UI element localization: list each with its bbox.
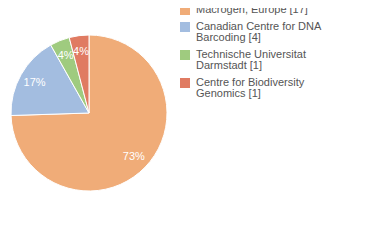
html-text:Technische Universitat Darmsta: Technische Universitat Darmstadt [1] <box>196 48 307 71</box>
html-text:Centre for Biodiversity Genomi: Centre for Biodiversity Genomics [1] <box>196 76 305 99</box>
svg-text:73%: 73% <box>123 150 145 162</box>
svg-text:4%: 4% <box>73 45 89 57</box>
svg-text:4%: 4% <box>58 49 74 61</box>
html-text:Canadian Centre for DNA Barcod: Canadian Centre for DNA Barcoding [4] <box>196 20 321 43</box>
svg-text:17%: 17% <box>24 76 46 88</box>
html-text:Macrogen, Europe [17]: Macrogen, Europe [17] <box>196 3 308 15</box>
